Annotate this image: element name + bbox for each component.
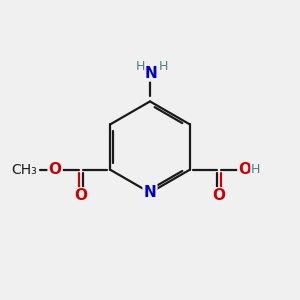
Text: O: O	[238, 162, 251, 177]
Text: H: H	[250, 164, 260, 176]
Text: H: H	[159, 60, 169, 73]
Text: N: N	[144, 185, 156, 200]
Text: O: O	[74, 188, 88, 203]
Text: N: N	[145, 66, 158, 81]
Text: CH₃: CH₃	[12, 163, 38, 177]
Text: H: H	[136, 60, 145, 73]
Text: O: O	[212, 188, 226, 203]
Text: O: O	[49, 162, 62, 177]
